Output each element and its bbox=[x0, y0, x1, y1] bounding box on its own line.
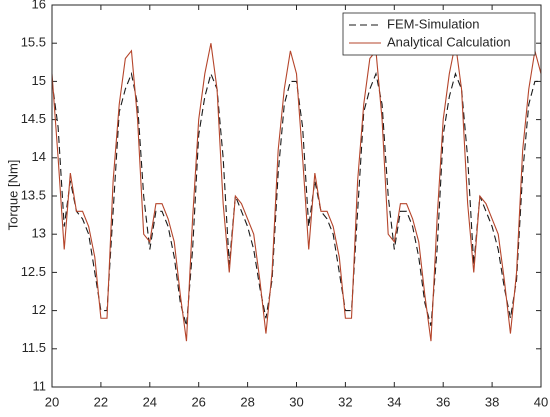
y-tick-label: 14 bbox=[32, 149, 46, 164]
x-tick-label: 36 bbox=[436, 394, 450, 409]
y-tick-label: 12 bbox=[32, 302, 46, 317]
y-tick-label: 11 bbox=[33, 378, 47, 393]
x-tick-label: 30 bbox=[289, 394, 303, 409]
x-tick-label: 24 bbox=[143, 394, 157, 409]
y-tick-label: 13 bbox=[32, 226, 46, 241]
x-tick-label: 28 bbox=[240, 394, 254, 409]
y-axis-label: Torque [Nm] bbox=[5, 160, 20, 231]
x-tick-label: 34 bbox=[387, 394, 401, 409]
y-tick-label: 15 bbox=[32, 73, 46, 88]
y-tick-label: 16 bbox=[32, 0, 46, 11]
y-tick-label: 13.5 bbox=[21, 187, 46, 202]
legend-label: FEM-Simulation bbox=[387, 16, 479, 31]
y-tick-label: 12.5 bbox=[21, 264, 46, 279]
legend-label: Analytical Calculation bbox=[387, 34, 511, 49]
x-tick-label: 38 bbox=[485, 394, 499, 409]
legend-box bbox=[342, 12, 536, 56]
y-tick-label: 11.5 bbox=[22, 340, 46, 355]
x-tick-label: 22 bbox=[94, 394, 108, 409]
x-tick-label: 40 bbox=[534, 394, 548, 409]
plot-frame bbox=[51, 4, 542, 388]
x-tick-label: 26 bbox=[191, 394, 205, 409]
x-tick-label: 32 bbox=[338, 394, 352, 409]
x-tick-label: 20 bbox=[45, 394, 59, 409]
series-line bbox=[51, 43, 542, 342]
y-tick-label: 15.5 bbox=[21, 35, 46, 50]
series-line bbox=[51, 71, 541, 327]
y-tick-label: 14.5 bbox=[21, 111, 46, 126]
